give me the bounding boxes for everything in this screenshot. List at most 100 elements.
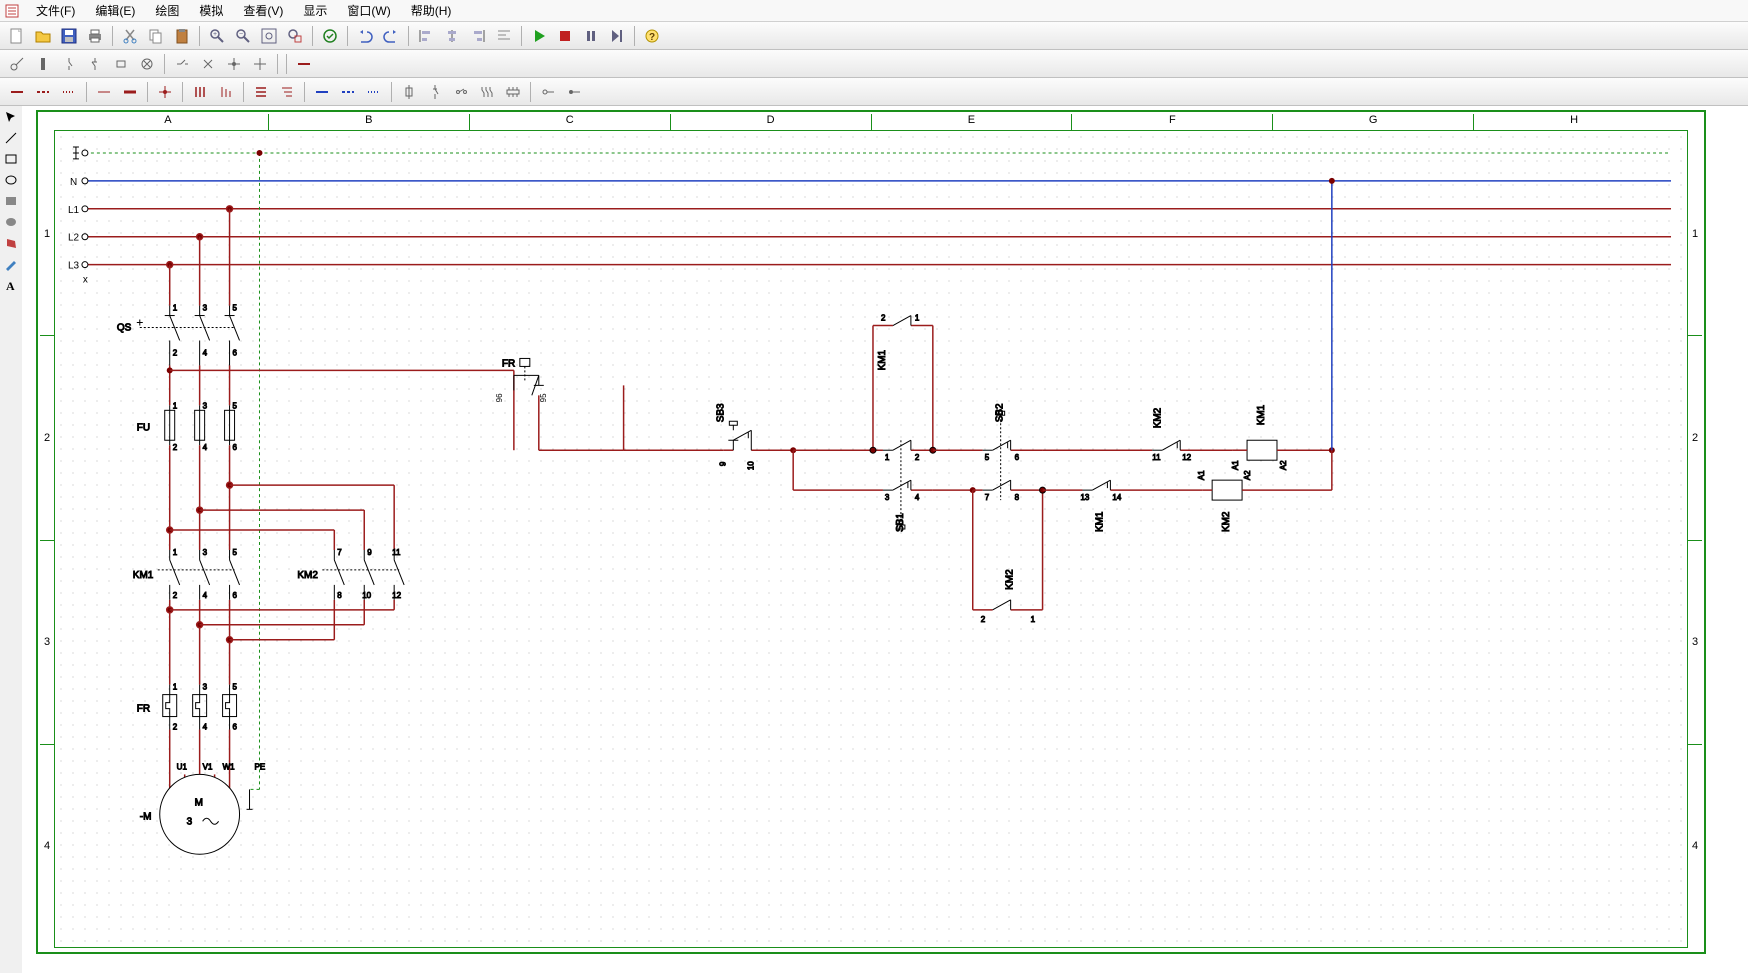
zoom-in-button[interactable]: + [205, 24, 229, 48]
terminal-closed-button[interactable] [562, 80, 586, 104]
terminal-open-button[interactable] [536, 80, 560, 104]
select-tool[interactable] [1, 107, 21, 127]
align-center-button[interactable] [440, 24, 464, 48]
line-blue-dash-button[interactable] [336, 80, 360, 104]
stop-button[interactable] [553, 24, 577, 48]
menu-simulate[interactable]: 模拟 [189, 0, 233, 21]
line-solid-red-button[interactable] [5, 80, 29, 104]
svg-text:2: 2 [173, 591, 178, 600]
text-tool[interactable]: A [1, 275, 21, 295]
svg-text:+: + [213, 31, 217, 38]
zoom-fit-button[interactable] [257, 24, 281, 48]
line-blue-button[interactable] [310, 80, 334, 104]
hlines3-alt-button[interactable] [275, 80, 299, 104]
overload-3p-button[interactable] [501, 80, 525, 104]
filled-rect-tool[interactable] [1, 191, 21, 211]
menu-draw[interactable]: 绘图 [145, 0, 189, 21]
sheet-inner: N L1 L2 L3 x [54, 130, 1688, 948]
line-dash-red-button[interactable] [31, 80, 55, 104]
redo-button[interactable] [379, 24, 403, 48]
rect-tool[interactable] [1, 149, 21, 169]
toolbar-separator [164, 54, 165, 74]
line-thin-red-button[interactable] [92, 80, 116, 104]
save-button[interactable] [57, 24, 81, 48]
toolbar-separator [347, 26, 348, 46]
fuse-button[interactable] [397, 80, 421, 104]
row-header: 2 [1688, 336, 1702, 540]
help-button[interactable]: ? [640, 24, 664, 48]
pause-button[interactable] [579, 24, 603, 48]
menu-edit[interactable]: 编辑(E) [85, 0, 145, 21]
menu-window[interactable]: 窗口(W) [337, 0, 400, 21]
svg-text:KM2: KM2 [1152, 407, 1163, 428]
undo-button[interactable] [353, 24, 377, 48]
new-button[interactable] [5, 24, 29, 48]
junction-button[interactable] [153, 80, 177, 104]
node-button[interactable] [222, 52, 246, 76]
toolbar-separator [277, 54, 278, 74]
polygon-tool[interactable] [1, 233, 21, 253]
bars3-alt-button[interactable] [214, 80, 238, 104]
svg-text:A: A [6, 279, 15, 292]
toolbar-separator [199, 26, 200, 46]
svg-text:L2: L2 [68, 233, 80, 244]
align-left-button[interactable] [414, 24, 438, 48]
row-header: 3 [40, 541, 54, 745]
component-km2-coil: KM2 A1 A2 [1197, 470, 1332, 532]
step-button[interactable] [605, 24, 629, 48]
open-button[interactable] [31, 24, 55, 48]
run-button[interactable] [527, 24, 551, 48]
column-headers: A B C D E F G H [68, 114, 1674, 130]
zoom-out-button[interactable]: − [231, 24, 255, 48]
lamp-button[interactable] [135, 52, 159, 76]
menu-display[interactable]: 显示 [293, 0, 337, 21]
align-right-button[interactable] [466, 24, 490, 48]
check-button[interactable] [318, 24, 342, 48]
hlines3-button[interactable] [249, 80, 273, 104]
cut-button[interactable] [118, 24, 142, 48]
pen-tool[interactable] [1, 254, 21, 274]
toolbar-separator [391, 82, 392, 102]
svg-text:3: 3 [203, 548, 208, 557]
line-blue-dot-button[interactable] [362, 80, 386, 104]
svg-text:3: 3 [203, 401, 208, 410]
breaker-button[interactable] [423, 80, 447, 104]
bars3-button[interactable] [188, 80, 212, 104]
svg-text:-M: -M [140, 811, 152, 822]
svg-text:10: 10 [362, 591, 371, 600]
zoom-window-button[interactable] [283, 24, 307, 48]
svg-text:V1: V1 [203, 762, 213, 771]
line-thick-red-button[interactable] [118, 80, 142, 104]
filled-ellipse-tool[interactable] [1, 212, 21, 232]
menu-view[interactable]: 查看(V) [233, 0, 293, 21]
print-button[interactable] [83, 24, 107, 48]
svg-text:QS: QS [117, 323, 132, 334]
canvas-area[interactable]: A B C D E F G H 1 2 3 4 1 2 3 4 [22, 106, 1748, 973]
svg-text:5: 5 [985, 453, 990, 462]
disconnector-button[interactable] [449, 80, 473, 104]
contact-nc-button[interactable] [83, 52, 107, 76]
switch-button[interactable] [170, 52, 194, 76]
probe-button[interactable] [5, 52, 29, 76]
svg-text:10: 10 [746, 461, 755, 470]
switch-2-button[interactable] [196, 52, 220, 76]
cross-button[interactable] [248, 52, 272, 76]
line-red-button[interactable] [292, 52, 316, 76]
line-dot-red-button[interactable] [57, 80, 81, 104]
terminal-button[interactable] [31, 52, 55, 76]
copy-button[interactable] [144, 24, 168, 48]
line-tool[interactable] [1, 128, 21, 148]
svg-text:1: 1 [173, 304, 178, 313]
paste-button[interactable] [170, 24, 194, 48]
col-header: A [68, 114, 269, 130]
menu-file[interactable]: 文件(F) [26, 0, 85, 21]
toolbar-separator [86, 82, 87, 102]
row-header: 1 [40, 132, 54, 336]
align-left-text-button[interactable] [492, 24, 516, 48]
contact-no-button[interactable] [57, 52, 81, 76]
menu-help[interactable]: 帮助(H) [401, 0, 462, 21]
toolbar-separator [530, 82, 531, 102]
ellipse-tool[interactable] [1, 170, 21, 190]
coil-button[interactable] [109, 52, 133, 76]
contactor-3p-button[interactable] [475, 80, 499, 104]
